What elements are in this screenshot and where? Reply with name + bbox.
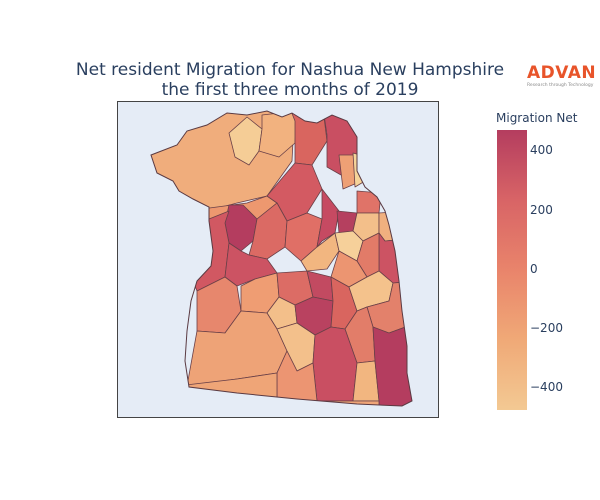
- region-west-c[interactable]: [224, 242, 278, 287]
- chart-title: Net resident Migration for Nashua New Ha…: [40, 60, 540, 100]
- colorbar-tick-0: 0: [530, 262, 538, 276]
- colorbar-tick-400: 400: [530, 143, 553, 157]
- logo-tagline: Research through Technology: [527, 83, 594, 88]
- region-south-e[interactable]: [352, 360, 380, 402]
- city-boundary: [150, 110, 413, 407]
- region-north-central[interactable]: [258, 111, 298, 158]
- choropleth-map[interactable]: [117, 101, 439, 418]
- colorbar: [497, 130, 527, 410]
- advan-logo: ADVAN Research through Technology: [527, 64, 597, 89]
- chart-title-line-1: Net resident Migration for Nashua New Ha…: [75, 60, 505, 80]
- region-south-edge[interactable]: [176, 372, 380, 418]
- colorbar-tick-neg200: −200: [530, 321, 563, 335]
- colorbar-gradient: [497, 130, 527, 410]
- colorbar-tick-200: 200: [530, 203, 553, 217]
- chart-title-line-2: the first three months of 2019: [161, 80, 419, 100]
- colorbar-tick-neg400: −400: [530, 380, 563, 394]
- colorbar-title: Migration Net: [496, 111, 578, 125]
- logo-wordmark: ADVAN: [527, 63, 597, 83]
